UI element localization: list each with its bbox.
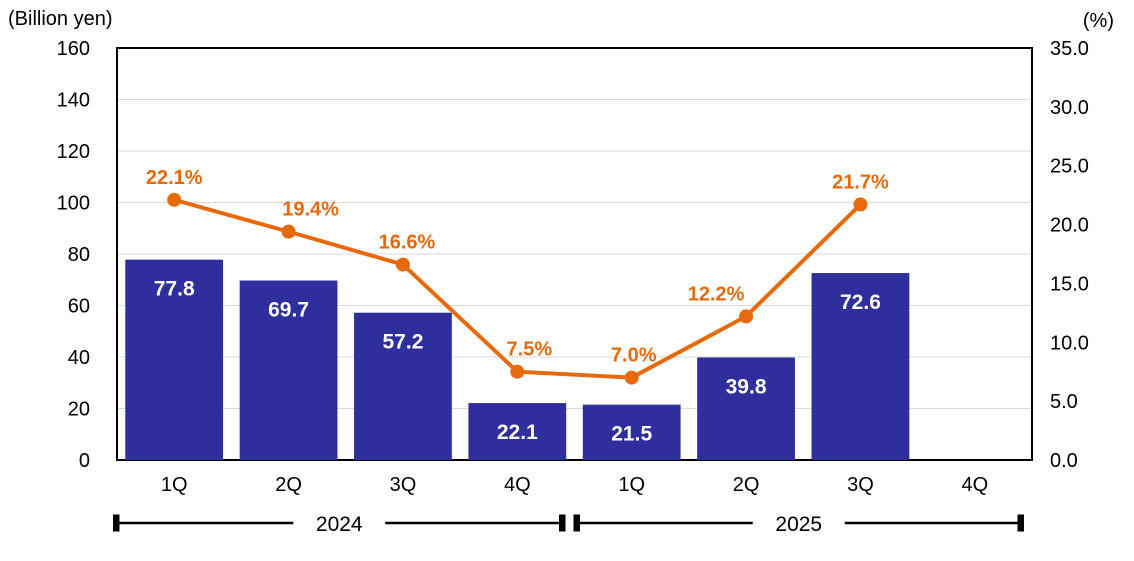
plot-border	[116, 47, 1033, 461]
left-axis-tick: 120	[57, 141, 90, 163]
left-axis-tick: 40	[68, 347, 90, 369]
trend-point	[510, 364, 525, 379]
left-axis-tick: 60	[68, 296, 90, 318]
bar	[811, 273, 910, 460]
x-tick-label: 1Q	[161, 474, 188, 496]
trend-point-label: 19.4%	[282, 199, 339, 221]
bar-value-label: 69.7	[268, 299, 309, 322]
trend-point-label: 22.1%	[146, 167, 203, 189]
right-axis-tick: 30.0	[1050, 97, 1089, 119]
year-bracket-cap	[573, 514, 580, 532]
right-axis-tick: 35.0	[1050, 38, 1089, 60]
right-axis-unit-label: (%)	[1082, 10, 1114, 32]
bar	[697, 357, 795, 460]
year-bracket-cap	[559, 514, 566, 532]
bar-value-label: 77.8	[154, 278, 195, 301]
trend-point-label: 16.6%	[379, 232, 436, 254]
bar-value-label: 57.2	[383, 331, 424, 354]
left-axis-unit-label: (Billion yen)	[8, 8, 113, 30]
x-tick-label: 4Q	[961, 474, 988, 496]
year-label: 2025	[775, 513, 822, 536]
year-bracket-cap	[1017, 514, 1024, 532]
trend-point	[281, 224, 296, 239]
x-tick-label: 3Q	[847, 474, 874, 496]
left-axis-tick: 100	[57, 193, 90, 215]
left-axis-tick: 80	[68, 244, 90, 266]
left-axis-tick: 140	[57, 90, 90, 112]
bar	[125, 259, 224, 460]
year-bracket-cap	[113, 514, 120, 532]
right-axis-tick: 0.0	[1050, 450, 1078, 472]
bar	[582, 404, 681, 460]
trend-point	[853, 197, 868, 212]
bar	[468, 403, 567, 460]
x-tick-label: 4Q	[504, 474, 531, 496]
trend-point-label: 7.5%	[507, 339, 553, 361]
trend-point	[739, 309, 754, 324]
right-axis-tick: 10.0	[1050, 332, 1089, 354]
x-tick-label: 1Q	[618, 474, 645, 496]
right-axis-tick: 20.0	[1050, 215, 1089, 237]
x-tick-label: 3Q	[390, 474, 417, 496]
trend-point	[395, 257, 410, 272]
trend-point	[167, 192, 182, 207]
left-axis-tick: 160	[57, 38, 90, 60]
bar-value-label: 22.1	[497, 421, 538, 444]
right-axis-tick: 5.0	[1050, 391, 1078, 413]
bar-value-label: 21.5	[611, 423, 652, 446]
trend-point-label: 12.2%	[688, 283, 745, 305]
trend-point-label: 7.0%	[611, 345, 657, 367]
trend-point	[624, 370, 639, 385]
left-axis-tick: 20	[68, 399, 90, 421]
bar-value-label: 72.6	[840, 291, 881, 314]
x-tick-label: 2Q	[733, 474, 760, 496]
x-tick-label: 2Q	[275, 474, 302, 496]
right-axis-tick: 25.0	[1050, 156, 1089, 178]
trend-point-label: 21.7%	[832, 172, 889, 194]
right-axis-tick: 15.0	[1050, 273, 1089, 295]
bar	[239, 280, 338, 460]
bar	[354, 312, 452, 460]
left-axis-tick: 0	[79, 450, 90, 472]
year-label: 2024	[316, 513, 363, 536]
bar-value-label: 39.8	[726, 376, 767, 399]
